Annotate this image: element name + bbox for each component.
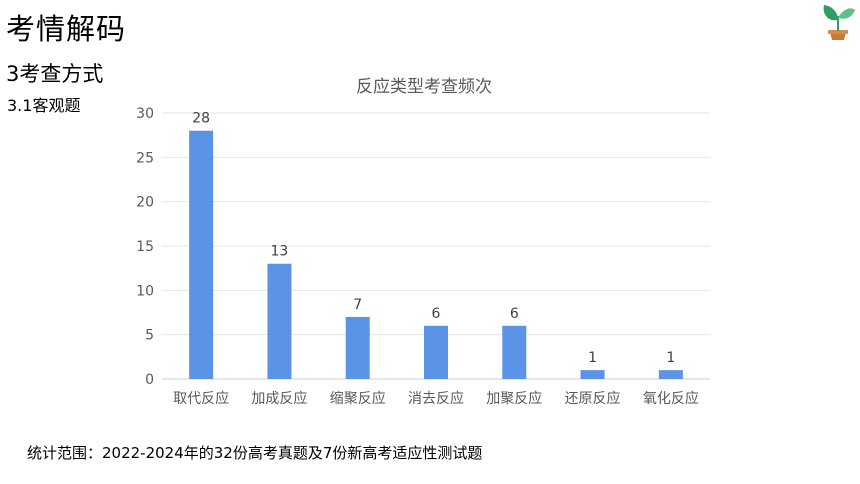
data-labels: 28 13 7 6 6 1 1 — [192, 111, 675, 366]
bar — [267, 263, 292, 379]
category-label: 加聚反应 — [486, 390, 542, 407]
bar — [658, 370, 683, 379]
data-label: 13 — [271, 244, 289, 260]
category-label: 加成反应 — [251, 390, 307, 407]
data-label: 1 — [588, 350, 597, 366]
data-label: 6 — [432, 306, 441, 322]
bar — [502, 325, 527, 379]
y-tick-label: 0 — [145, 372, 154, 388]
sprout-logo-icon — [823, 5, 855, 40]
data-label: 28 — [192, 111, 210, 127]
chart-title: 反应类型考查频次 — [356, 77, 492, 97]
category-label: 缩聚反应 — [330, 390, 386, 407]
y-tick-label: 10 — [136, 283, 154, 299]
y-axis-ticks: 0 5 10 15 20 25 30 — [136, 106, 154, 388]
data-label: 6 — [510, 306, 519, 322]
page-title: 考情解码 — [6, 12, 127, 46]
y-tick-label: 5 — [145, 328, 154, 344]
bar — [189, 130, 214, 379]
y-tick-label: 15 — [136, 239, 154, 255]
data-label: 7 — [353, 297, 362, 313]
x-axis-categories: 取代反应 加成反应 缩聚反应 消去反应 加聚反应 还原反应 氧化反应 — [173, 390, 699, 407]
section-heading: 3考查方式 — [6, 62, 104, 86]
category-label: 消去反应 — [408, 390, 464, 407]
bars — [189, 130, 683, 379]
bar — [345, 316, 370, 379]
category-label: 氧化反应 — [643, 390, 699, 407]
footnote: 统计范围：2022-2024年的32份高考真题及7份新高考适应性测试题 — [27, 444, 483, 462]
category-label: 还原反应 — [565, 390, 621, 407]
data-label: 1 — [666, 350, 675, 366]
category-label: 取代反应 — [173, 390, 229, 407]
y-tick-label: 30 — [136, 106, 154, 122]
y-tick-label: 25 — [136, 150, 154, 166]
y-tick-label: 20 — [136, 195, 154, 211]
bar — [580, 370, 605, 379]
subsection-heading: 3.1客观题 — [7, 96, 81, 115]
bar — [424, 325, 448, 379]
